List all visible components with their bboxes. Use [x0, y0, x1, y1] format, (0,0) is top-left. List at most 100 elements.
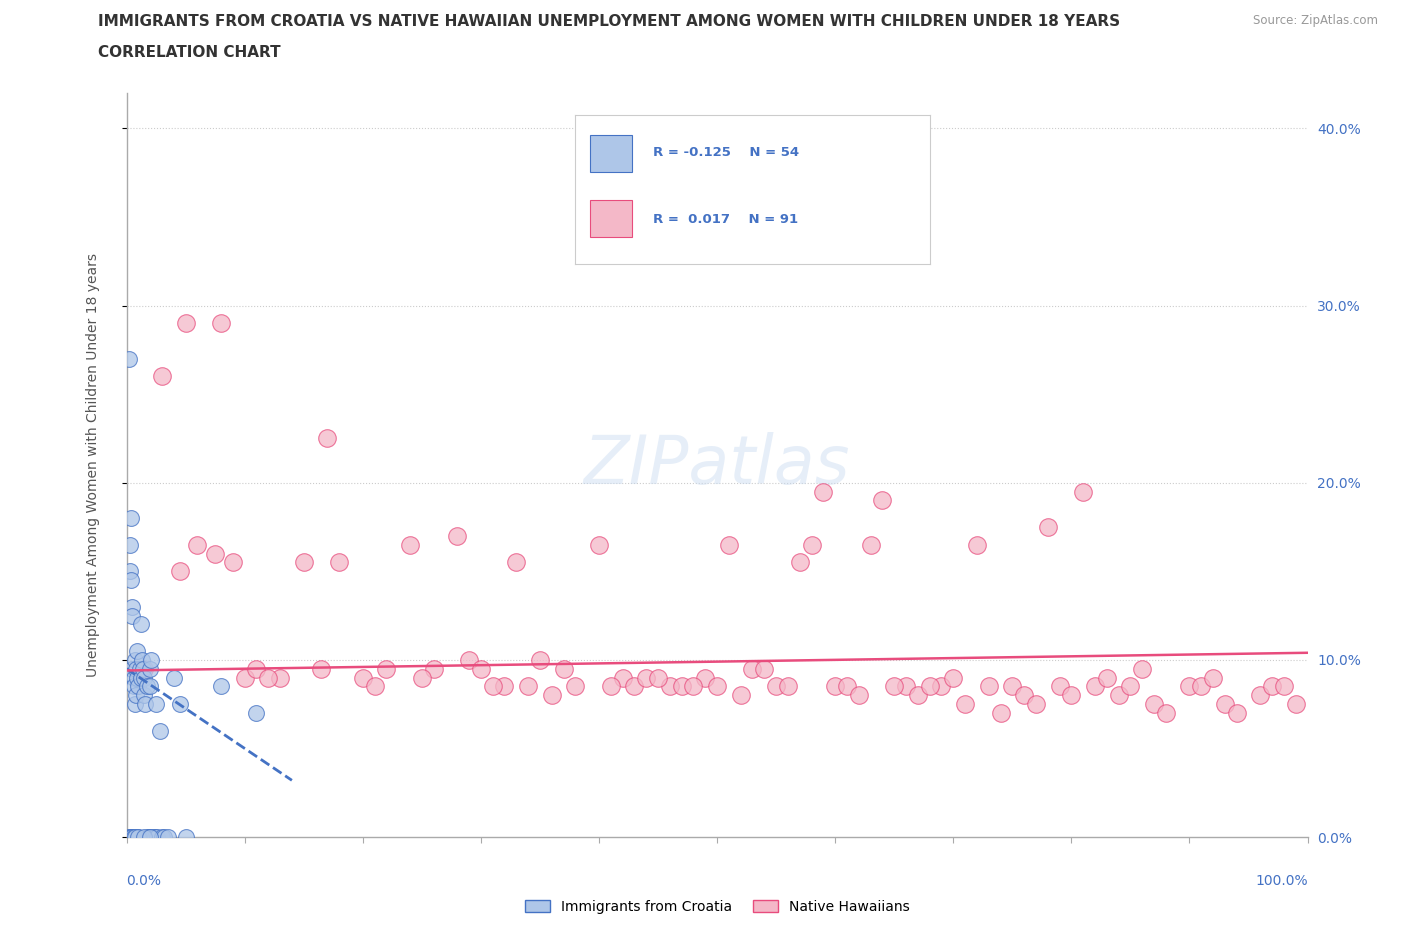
Point [122, 679, 145, 694]
Point [1226, 706, 1249, 721]
Point [245, 661, 267, 676]
Point [1071, 485, 1094, 499]
Point [127, 644, 149, 658]
Point [1272, 679, 1295, 694]
Point [209, 679, 232, 694]
Point [222, 555, 245, 570]
Point [918, 679, 941, 694]
Point [141, 830, 163, 844]
Point [730, 688, 752, 703]
Point [153, 830, 176, 844]
Point [883, 679, 905, 694]
Point [458, 653, 481, 668]
Point [129, 671, 152, 685]
Point [1130, 661, 1153, 676]
Point [1213, 697, 1236, 711]
Point [658, 679, 681, 694]
Point [120, 830, 142, 844]
Point [848, 688, 870, 703]
Point [127, 679, 149, 694]
Point [1178, 679, 1201, 694]
Point [835, 679, 858, 694]
Text: 100.0%: 100.0% [1256, 874, 1308, 888]
Point [150, 830, 173, 844]
Point [529, 653, 551, 668]
Point [553, 661, 575, 676]
Point [311, 661, 333, 676]
Point [292, 555, 315, 570]
Point [872, 493, 894, 508]
Point [134, 697, 156, 711]
Point [141, 653, 163, 668]
Point [824, 679, 846, 694]
Point [186, 538, 208, 552]
Point [352, 671, 374, 685]
Point [1060, 688, 1083, 703]
Point [328, 555, 350, 570]
Point [134, 830, 156, 844]
Point [169, 564, 191, 578]
Point [470, 661, 492, 676]
Point [129, 617, 152, 631]
Point [316, 431, 339, 445]
Point [1119, 679, 1142, 694]
Point [1108, 688, 1130, 703]
Point [209, 316, 232, 331]
Point [717, 538, 740, 552]
Point [124, 830, 146, 844]
Point [399, 538, 422, 552]
Point [121, 661, 143, 676]
Legend: Immigrants from Croatia, Native Hawaiians: Immigrants from Croatia, Native Hawaiian… [519, 895, 915, 920]
Point [1049, 679, 1071, 694]
Point [139, 661, 162, 676]
Point [120, 538, 142, 552]
Point [149, 724, 172, 738]
Point [481, 679, 503, 694]
Point [120, 830, 142, 844]
Point [907, 688, 929, 703]
Point [1036, 520, 1059, 535]
Point [122, 671, 145, 685]
Point [125, 661, 148, 676]
Point [1025, 697, 1047, 711]
Text: ZIPatlas: ZIPatlas [583, 432, 851, 498]
Point [682, 679, 704, 694]
Point [174, 316, 197, 331]
Point [128, 661, 150, 676]
Point [411, 671, 433, 685]
Point [1154, 706, 1177, 721]
Point [136, 830, 159, 844]
Y-axis label: Unemployment Among Women with Children Under 18 years: Unemployment Among Women with Children U… [86, 253, 100, 677]
Point [174, 830, 197, 844]
Point [671, 679, 693, 694]
Point [977, 679, 1000, 694]
Point [120, 511, 142, 525]
Point [134, 661, 156, 676]
Point [375, 661, 398, 676]
Point [146, 830, 169, 844]
Point [505, 555, 527, 570]
Point [564, 679, 586, 694]
Text: CORRELATION CHART: CORRELATION CHART [98, 45, 281, 60]
Text: Source: ZipAtlas.com: Source: ZipAtlas.com [1253, 14, 1378, 27]
Point [953, 697, 976, 711]
Point [517, 679, 540, 694]
Point [134, 688, 156, 703]
Point [1261, 679, 1284, 694]
Point [139, 830, 162, 844]
Point [135, 679, 157, 694]
Point [121, 608, 143, 623]
Point [599, 679, 621, 694]
Point [494, 679, 516, 694]
Point [131, 653, 153, 668]
Point [121, 599, 143, 614]
Point [1249, 688, 1271, 703]
Point [789, 555, 811, 570]
Point [776, 679, 799, 694]
Point [363, 679, 385, 694]
Point [118, 352, 141, 366]
Point [127, 830, 149, 844]
Point [134, 671, 156, 685]
Point [942, 671, 965, 685]
Point [931, 679, 953, 694]
